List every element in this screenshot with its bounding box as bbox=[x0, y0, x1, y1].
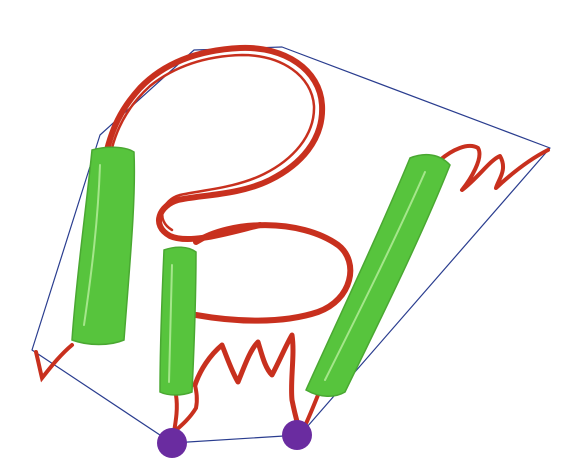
endpoint-right bbox=[282, 420, 312, 450]
middle-bar bbox=[159, 246, 197, 396]
right-squiggle-curve bbox=[438, 143, 550, 192]
right-bar-highlight bbox=[324, 171, 426, 381]
top-loop-curve-inner bbox=[110, 53, 316, 232]
hull-outline bbox=[31, 46, 551, 444]
left-tail-curve bbox=[34, 343, 74, 383]
middle-squiggle-curve bbox=[192, 332, 301, 428]
right-bar bbox=[305, 153, 451, 397]
bottom-left-tail-curve bbox=[171, 383, 199, 438]
top-loop-curve bbox=[104, 44, 326, 242]
middle-bar-highlight bbox=[168, 264, 173, 383]
endpoint-left bbox=[157, 428, 187, 458]
left-bar bbox=[71, 146, 136, 346]
left-bar-highlight bbox=[83, 164, 101, 326]
middle-loop-curve bbox=[193, 222, 354, 324]
